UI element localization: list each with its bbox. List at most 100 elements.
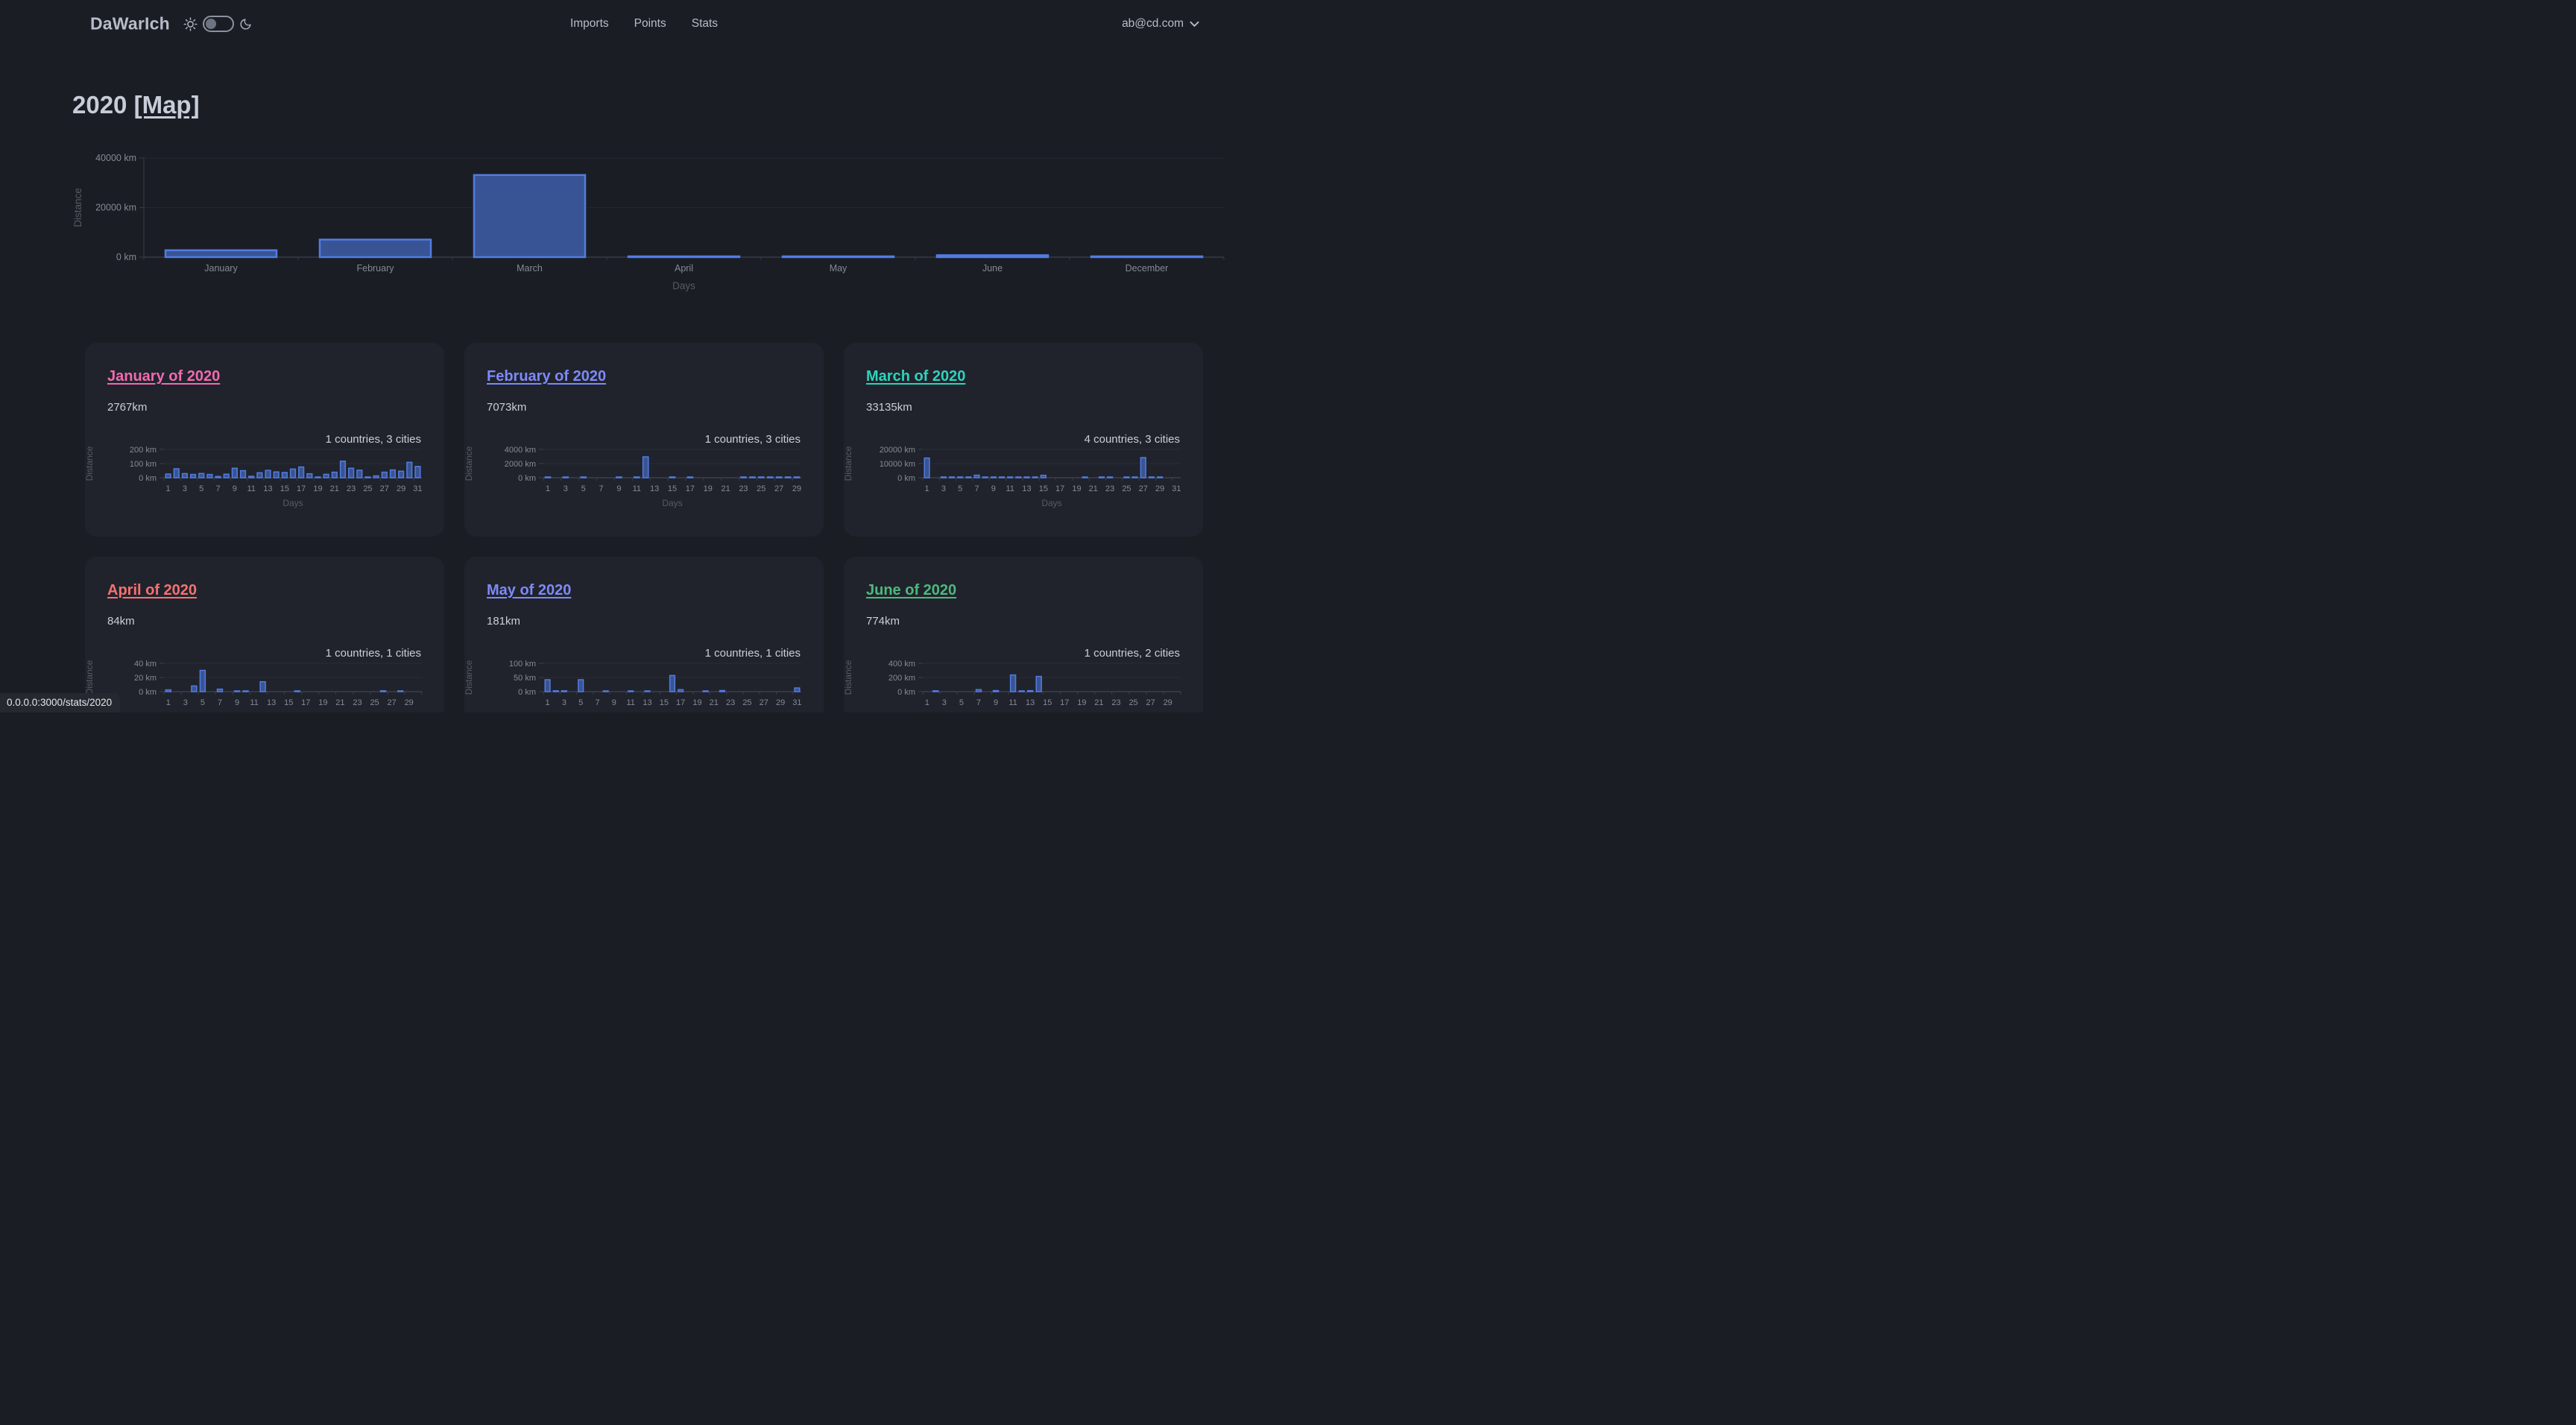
february-daily-chart[interactable]: 0 km 2000 km 4000 km 1 3 5 7 9 11 13 15 17 19 21 23 25 2…: [464, 441, 824, 516]
month-countries-cities: 4 countries, 3 cities: [1084, 433, 1180, 446]
month-link-february[interactable]: February of 2020: [487, 368, 607, 385]
svg-text:23: 23: [726, 698, 735, 707]
january-daily-chart[interactable]: 0 km 100 km 200 km 1 3 5 7 9 11 13 15 17 19 21 23 25 27 2…: [85, 441, 444, 516]
month-distance: 7073km: [487, 401, 527, 414]
svg-text:19: 19: [313, 484, 322, 493]
svg-text:Days: Days: [282, 498, 303, 508]
svg-text:Distance: Distance: [464, 446, 474, 481]
svg-text:29: 29: [776, 698, 785, 707]
theme-switch[interactable]: [203, 16, 234, 32]
svg-text:17: 17: [297, 484, 306, 493]
nav-link-stats[interactable]: Stats: [691, 17, 719, 30]
svg-text:27: 27: [380, 484, 389, 493]
svg-text:3: 3: [941, 484, 946, 493]
svg-text:21: 21: [330, 484, 339, 493]
svg-text:1: 1: [166, 698, 171, 707]
svg-text:31: 31: [413, 484, 422, 493]
month-countries-cities: 1 countries, 1 cities: [325, 647, 421, 660]
svg-text:25: 25: [1122, 484, 1131, 493]
svg-text:15: 15: [284, 698, 293, 707]
app-logo[interactable]: DaWarIch: [90, 13, 170, 34]
theme-switch-knob: [206, 19, 216, 29]
svg-text:0 km: 0 km: [897, 688, 915, 697]
svg-text:27: 27: [388, 698, 397, 707]
svg-text:25: 25: [370, 698, 379, 707]
svg-text:100 km: 100 km: [509, 660, 536, 669]
svg-text:5: 5: [578, 698, 583, 707]
month-countries-cities: 1 countries, 1 cities: [704, 647, 801, 660]
svg-text:27: 27: [760, 698, 768, 707]
june-daily-chart[interactable]: 0 km 200 km 400 km 1 3 5 7 9 11 13 15 17 19 21 23 25 27 2…: [844, 655, 1203, 712]
map-link[interactable]: [Map]: [133, 91, 200, 119]
svg-text:17: 17: [301, 698, 310, 707]
svg-text:3: 3: [562, 698, 566, 707]
month-link-june[interactable]: June of 2020: [866, 582, 957, 598]
svg-text:21: 21: [335, 698, 344, 707]
march-daily-chart[interactable]: 0 km 10000 km 20000 km 1 3 5 7 9 11 13 15 17 19 21 23 2…: [844, 441, 1203, 516]
svg-text:19: 19: [704, 484, 713, 493]
svg-text:21: 21: [721, 484, 730, 493]
navbar: DaWarIch Imports P: [0, 0, 1288, 48]
svg-text:0 km: 0 km: [897, 474, 915, 483]
svg-text:5: 5: [581, 484, 586, 493]
svg-text:7: 7: [976, 698, 981, 707]
month-countries-cities: 1 countries, 3 cities: [704, 433, 801, 446]
theme-toggle: [183, 16, 252, 32]
svg-text:27: 27: [1139, 484, 1148, 493]
svg-text:3: 3: [942, 698, 947, 707]
svg-text:May: May: [830, 263, 847, 274]
svg-text:29: 29: [397, 484, 405, 493]
user-email: ab@cd.com: [1122, 17, 1184, 30]
svg-text:3: 3: [183, 484, 187, 493]
svg-text:5: 5: [199, 484, 203, 493]
month-link-january[interactable]: January of 2020: [107, 368, 221, 385]
svg-text:Distance: Distance: [72, 188, 83, 227]
svg-text:11: 11: [250, 698, 258, 707]
main-nav: Imports Points Stats: [570, 17, 718, 31]
svg-text:23: 23: [347, 484, 356, 493]
svg-text:9: 9: [991, 484, 996, 493]
year-distance-chart[interactable]: 0 km 20000 km 40000 km January February March…: [71, 149, 1226, 298]
svg-text:15: 15: [1043, 698, 1052, 707]
svg-text:13: 13: [650, 484, 659, 493]
svg-text:June: June: [982, 263, 1003, 274]
svg-text:7: 7: [599, 484, 603, 493]
month-link-may[interactable]: May of 2020: [487, 582, 572, 598]
svg-text:0 km: 0 km: [116, 252, 136, 262]
svg-text:April: April: [675, 263, 693, 274]
svg-text:13: 13: [263, 484, 272, 493]
svg-text:Distance: Distance: [464, 660, 474, 695]
nav-link-imports[interactable]: Imports: [569, 17, 609, 30]
svg-text:25: 25: [1128, 698, 1137, 707]
svg-text:29: 29: [1164, 698, 1172, 707]
nav-link-points[interactable]: Points: [634, 17, 666, 30]
month-link-march[interactable]: March of 2020: [866, 368, 966, 385]
svg-text:19: 19: [692, 698, 701, 707]
page-title: 2020 [Map]: [72, 91, 200, 119]
svg-text:11: 11: [633, 484, 641, 493]
svg-text:15: 15: [660, 698, 669, 707]
svg-text:9: 9: [616, 484, 621, 493]
page-title-year: 2020: [72, 91, 127, 119]
svg-text:Distance: Distance: [85, 446, 95, 481]
april-daily-chart[interactable]: 0 km 20 km 40 km 1 3 5 7 9 11 13 15 17 19 21 23 25 27 29 D…: [85, 655, 444, 712]
svg-text:13: 13: [643, 698, 651, 707]
svg-text:9: 9: [233, 484, 237, 493]
svg-text:Distance: Distance: [85, 660, 95, 695]
user-menu[interactable]: ab@cd.com: [1122, 17, 1199, 31]
svg-text:March: March: [517, 263, 543, 274]
svg-text:5: 5: [959, 698, 964, 707]
svg-text:December: December: [1126, 263, 1169, 274]
svg-text:3: 3: [183, 698, 188, 707]
svg-text:20000 km: 20000 km: [880, 446, 915, 455]
svg-text:15: 15: [280, 484, 289, 493]
svg-text:20000 km: 20000 km: [95, 203, 136, 213]
svg-text:19: 19: [1072, 484, 1081, 493]
svg-text:100 km: 100 km: [130, 460, 157, 469]
svg-text:21: 21: [710, 698, 719, 707]
month-link-april[interactable]: April of 2020: [107, 582, 198, 598]
svg-text:17: 17: [1055, 484, 1064, 493]
may-daily-chart[interactable]: 0 km 50 km 100 km 1 3 5 7 9 11 13 15 17 19 21 23 25 27 29…: [464, 655, 824, 712]
svg-text:0 km: 0 km: [518, 688, 536, 697]
month-card-january: January of 2020 2767km 1 countries, 3 ci…: [85, 343, 444, 537]
